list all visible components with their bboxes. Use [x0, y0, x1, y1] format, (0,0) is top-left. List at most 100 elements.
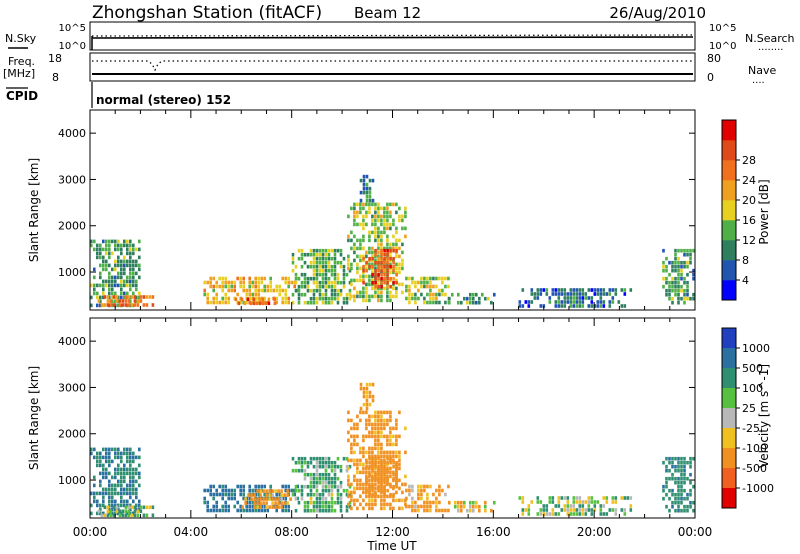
range-gate-cell	[689, 252, 692, 257]
range-gate-cell	[408, 488, 411, 493]
range-gate-cell	[408, 492, 411, 497]
range-gate-cell	[365, 268, 368, 273]
range-gate-cell	[692, 500, 695, 505]
range-gate-cell	[368, 298, 371, 303]
range-gate-cell	[287, 508, 290, 513]
range-gate-cell	[377, 468, 380, 473]
range-gate-cell	[383, 450, 386, 455]
range-gate-cell	[315, 272, 319, 277]
range-gate-cell	[683, 264, 686, 269]
range-gate-cell	[333, 268, 337, 273]
range-gate-cell	[389, 284, 392, 289]
range-gate-cell	[368, 454, 371, 459]
range-gate-cell	[135, 263, 138, 268]
range-gate-cell	[135, 287, 138, 292]
range-gate-cell	[362, 190, 366, 195]
range-gate-cell	[281, 508, 284, 513]
range-gate-cell	[389, 438, 392, 443]
range-gate-cell	[333, 508, 337, 513]
range-gate-cell	[395, 294, 398, 299]
range-gate-cell	[665, 480, 668, 485]
range-gate-cell	[677, 476, 680, 481]
range-gate-cell	[135, 283, 138, 288]
range-gate-cell	[233, 284, 236, 289]
range-gate-cell	[524, 300, 528, 304]
range-gate-cell	[365, 194, 369, 199]
range-gate-cell	[336, 288, 340, 293]
range-gate-cell	[371, 426, 374, 431]
range-gate-cell	[129, 447, 132, 452]
range-gate-cell	[330, 476, 334, 481]
range-gate-cell	[383, 454, 386, 459]
range-gate-cell	[117, 467, 120, 472]
range-gate-cell	[398, 454, 401, 459]
range-gate-cell	[90, 283, 93, 288]
range-gate-cell	[350, 426, 353, 431]
range-gate-cell	[524, 508, 528, 512]
range-gate-cell	[362, 498, 365, 503]
range-gate-cell	[280, 497, 283, 501]
range-gate-cell	[383, 222, 386, 227]
range-gate-cell	[371, 414, 374, 419]
range-gate-cell	[380, 450, 383, 455]
range-gate-cell	[312, 292, 316, 297]
range-gate-cell	[93, 275, 96, 280]
range-gate-cell	[114, 471, 117, 476]
range-gate-cell	[426, 284, 429, 289]
range-gate-cell	[324, 496, 328, 501]
range-gate-cell	[245, 300, 248, 305]
range-gate-cell	[475, 504, 478, 509]
range-gate-cell	[365, 386, 369, 391]
range-gate-cell	[309, 296, 313, 301]
range-gate-cell	[350, 246, 353, 251]
range-gate-cell	[359, 294, 362, 299]
range-gate-cell	[377, 254, 380, 259]
range-gate-cell	[224, 292, 227, 297]
range-gate-cell	[599, 304, 603, 308]
range-gate-cell	[350, 494, 353, 499]
range-gate-cell	[129, 287, 132, 292]
range-gate-cell	[114, 467, 117, 472]
range-gate-cell	[411, 496, 414, 501]
range-gate-cell	[398, 218, 401, 223]
range-gate-cell	[300, 484, 304, 489]
range-gate-cell	[389, 410, 392, 415]
range-gate-cell	[362, 274, 365, 279]
range-gate-cell	[377, 206, 380, 211]
range-gate-cell	[680, 496, 683, 501]
range-gate-cell	[356, 426, 359, 431]
range-gate-cell	[129, 279, 132, 284]
range-gate-cell	[587, 500, 591, 504]
x-tick-label: 12:00	[375, 525, 410, 539]
range-gate-cell	[377, 414, 380, 419]
range-gate-cell	[108, 283, 111, 288]
range-gate-cell	[389, 264, 392, 269]
range-gate-cell	[227, 296, 230, 301]
range-gate-cell	[132, 499, 135, 504]
range-gate-cell	[221, 288, 224, 293]
range-gate-cell	[350, 498, 353, 503]
range-gate-cell	[129, 267, 132, 272]
range-gate-cell	[318, 288, 322, 293]
range-gate-cell	[126, 303, 129, 308]
range-gate-cell	[389, 226, 392, 231]
range-gate-cell	[563, 300, 567, 304]
range-gate-cell	[587, 304, 591, 308]
range-gate-cell	[426, 300, 429, 305]
range-gate-cell	[114, 283, 117, 288]
range-gate-cell	[368, 278, 371, 283]
range-gate-cell	[530, 292, 534, 296]
range-gate-cell	[395, 210, 398, 215]
range-gate-cell	[380, 206, 383, 211]
range-gate-cell	[408, 292, 411, 297]
range-gate-cell	[90, 491, 93, 496]
range-gate-cell	[93, 283, 96, 288]
range-gate-cell	[395, 278, 398, 283]
range-gate-cell	[126, 455, 129, 460]
range-gate-cell	[108, 447, 111, 452]
range-gate-cell	[411, 292, 414, 297]
range-gate-cell	[108, 495, 111, 500]
range-gate-cell	[105, 267, 108, 272]
range-gate-cell	[662, 496, 665, 501]
range-gate-cell	[417, 488, 420, 493]
